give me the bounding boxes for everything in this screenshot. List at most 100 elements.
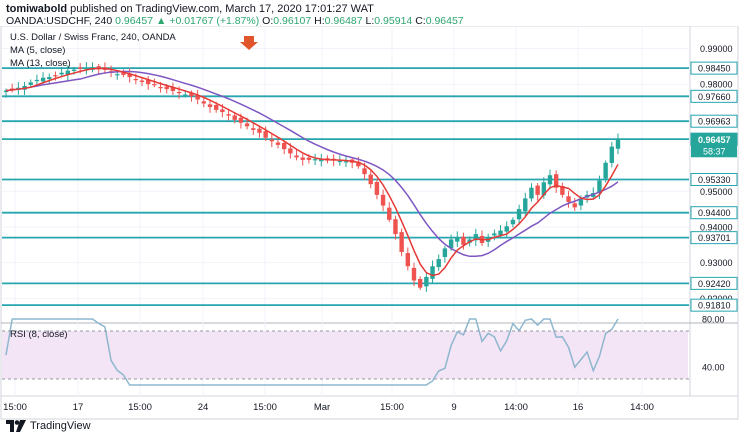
candle-body [226,114,231,116]
candle-body [597,180,602,194]
candle-body [362,168,367,175]
rsi-legend[interactable]: RSI (8, close) [10,329,68,340]
candle-body [257,128,262,133]
rsi-band [2,331,688,379]
candle-body [269,139,275,142]
high-value: 0.96487 [324,15,363,27]
support-resistance-lines [2,67,689,307]
candle-body [139,80,145,83]
chart-title: U.S. Dollar / Swiss Franc, 240, OANDA [10,32,176,43]
candle-body [566,196,571,202]
candle-body [492,233,497,236]
time-tick-label: 15:00 [253,402,277,413]
candle-body [516,209,522,220]
candle-body [281,142,287,150]
candle-body [34,79,40,82]
candle-body [374,182,380,195]
candle-body [176,91,182,94]
level-tag-label: 0.93701 [698,233,731,243]
level-tag-box [690,276,738,290]
candle-body [535,185,540,195]
candle-body [220,109,225,113]
level-tag-box [690,298,738,312]
price-tick-label: 0.95000 [700,187,733,197]
symbol-label: OANDA:USDCHF, 240 [6,15,113,27]
candle-body [232,115,237,120]
time-tick-label: Mar [314,402,330,413]
time-tick-label: 17 [73,402,84,413]
candle-body [9,88,15,90]
level-tag-box [690,231,738,245]
candle-body [343,161,349,163]
time-axis[interactable]: 15:00 17 15:00 24 15:00 Mar 15:00 9 14:00 16 14:00 [3,402,654,413]
candle-body [578,198,584,206]
candle-body [368,174,373,185]
candle-body [65,70,71,75]
level-tag-box [690,61,738,75]
candle-body [306,157,312,160]
price-tick-label: 0.94000 [700,222,733,232]
rsi-axis[interactable]: 80.00 40.00 [702,315,725,373]
tradingview-brand[interactable]: TradingView [30,420,91,432]
publisher-name[interactable]: tomiwabold [6,3,68,15]
low-label: L: [365,15,375,27]
tradingview-logo-icon [6,420,26,432]
candle-body [603,162,608,179]
candle-body [40,77,46,82]
candle-body [387,207,392,220]
rsi-tick-label: 80.00 [702,315,725,325]
candle-body [448,239,454,249]
candle-body [189,93,194,97]
high-label: H: [314,15,325,27]
candle-body [417,278,423,288]
candle-body [319,159,324,162]
candle-body [213,105,219,110]
rsi-line [5,318,619,386]
level-tag-label: 0.92420 [698,279,731,289]
time-tick-label: 16 [573,402,584,413]
arrow-down-icon [240,36,258,50]
candle-body [411,267,417,281]
candle-body [145,79,151,85]
publish-line: tomiwabold published on TradingView.com,… [6,3,374,15]
ma13-line [5,70,619,258]
ma13-legend[interactable]: MA (13, close) [10,58,71,69]
candle-body [133,78,139,81]
open-value: 0.96107 [273,15,312,27]
candle-body [195,94,200,100]
open-label: O: [262,15,274,27]
candle-body [337,160,343,163]
candle-body [523,198,528,212]
level-tag-box [690,89,738,103]
low-value: 0.95914 [374,15,413,27]
level-tag-label: 0.95330 [698,175,731,185]
candle-body [294,155,299,158]
chart-canvas[interactable]: 0.990000.980000.950000.940000.930000.920… [0,26,740,421]
candle-body [498,230,503,236]
candle-body [3,90,9,93]
rsi-tick-label: 40.00 [702,363,725,373]
published-text: published on TradingView.com, March 17, … [70,3,374,15]
ma5-legend[interactable]: MA (5, close) [10,45,65,56]
candle-body [547,175,553,185]
close-value: 0.96457 [425,15,464,27]
footer: TradingView [6,420,91,432]
last-price: 0.96457 [115,15,154,27]
candle-body [430,266,435,279]
candle-body [244,123,250,127]
candle-body [59,72,64,75]
candle-body [399,232,404,252]
candle-body [300,157,305,160]
candle-body [572,203,577,208]
candle-body [158,87,163,89]
candle-body [71,69,77,71]
candle-body [424,276,429,287]
candle-body [77,67,83,69]
candle-body [442,248,448,258]
candle-body [461,236,466,245]
candle-body [288,148,293,154]
current-price-value: 0.96457 [698,135,731,145]
candle-body [356,161,361,167]
candles [3,62,621,292]
candle-body [393,219,398,235]
